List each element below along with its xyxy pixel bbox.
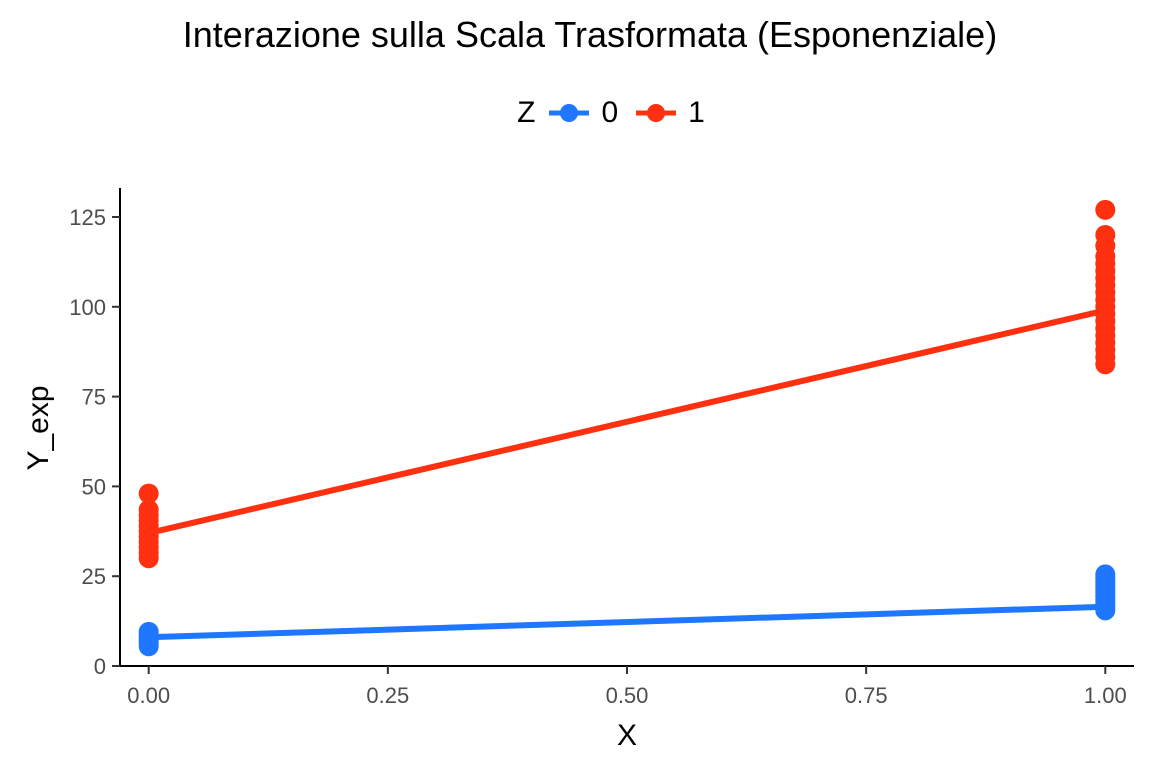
data-point-1 — [1095, 224, 1116, 245]
series-line-0 — [148, 603, 1106, 641]
data-point-0 — [138, 621, 159, 642]
series-lines — [148, 307, 1106, 641]
data-point-1 — [1095, 199, 1116, 220]
legend-label-0: 0 — [601, 96, 619, 129]
y-tick-label: 125 — [69, 205, 106, 230]
x-tick-label: 0.25 — [366, 683, 409, 708]
legend-title: Z — [517, 96, 536, 129]
series-line-1 — [148, 307, 1106, 537]
x-tick-label: 0.75 — [845, 683, 888, 708]
x-axis-title: X — [617, 719, 637, 752]
legend-label-1: 1 — [688, 96, 705, 129]
y-tick-label: 25 — [82, 564, 106, 589]
x-tick-label: 0.50 — [606, 683, 649, 708]
legend-key-1 — [636, 104, 677, 122]
legend: Z 0 1 — [0, 96, 1152, 130]
y-tick-label: 50 — [82, 474, 106, 499]
y-axis-title: Y_exp — [22, 385, 55, 470]
y-tick-label: 0 — [94, 654, 106, 679]
axes: 0.00 0.25 0.50 0.75 1.00 0 25 50 75 100 125 — [69, 188, 1134, 708]
legend-item-1: 1 — [636, 96, 705, 130]
y-tick-label: 75 — [82, 385, 106, 410]
data-point-1 — [138, 499, 159, 520]
legend-key-0 — [549, 104, 590, 122]
series-points — [138, 199, 1116, 657]
y-tick-label: 100 — [69, 295, 106, 320]
legend-item-0: 0 — [549, 96, 618, 130]
x-tick-label: 0.00 — [127, 683, 170, 708]
chart-title: Interazione sulla Scala Trasformata (Esp… — [182, 14, 998, 55]
data-point-1 — [138, 483, 159, 504]
data-point-0 — [1095, 564, 1116, 585]
x-tick-label: 1.00 — [1084, 683, 1127, 708]
